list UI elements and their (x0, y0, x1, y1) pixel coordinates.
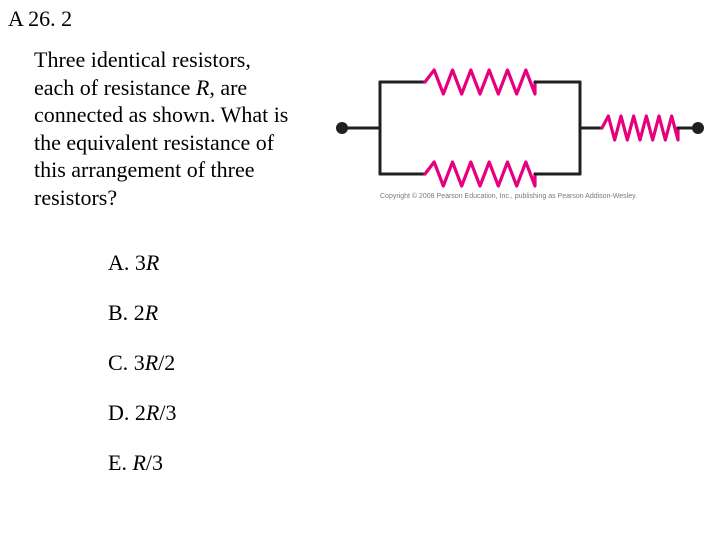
choice-b-r: R (145, 300, 158, 325)
choice-c-pre: 3 (134, 350, 145, 375)
choice-d-post: /3 (159, 400, 176, 425)
choice-d-r: R (146, 400, 159, 425)
choice-d: D. 2R/3 (108, 400, 176, 426)
choice-a-pre: 3 (135, 250, 146, 275)
choice-d-pre: 2 (135, 400, 146, 425)
choice-d-letter: D. (108, 400, 135, 425)
q-line-2a: each of resistance (34, 75, 196, 100)
choice-e-letter: E. (108, 450, 132, 475)
circuit-diagram: Copyright © 2008 Pearson Education, Inc.… (330, 46, 708, 236)
choice-e: E. R/3 (108, 450, 176, 476)
slide-id: A 26. 2 (8, 6, 72, 32)
choice-e-r: R (132, 450, 145, 475)
circuit-svg: Copyright © 2008 Pearson Education, Inc.… (330, 46, 708, 236)
choice-b-pre: 2 (134, 300, 145, 325)
answer-choices: A. 3R B. 2R C. 3R/2 D. 2R/3 E. R/3 (108, 250, 176, 500)
choice-c-r: R (145, 350, 158, 375)
q-R: R (196, 75, 209, 100)
q-line-5: this arrangement of three (34, 157, 255, 182)
choice-c-letter: C. (108, 350, 134, 375)
q-line-1: Three identical resistors, (34, 47, 251, 72)
choice-a-r: R (146, 250, 159, 275)
q-line-6: resistors? (34, 185, 117, 210)
choice-b-letter: B. (108, 300, 134, 325)
q-line-2b: , are (209, 75, 247, 100)
choice-c: C. 3R/2 (108, 350, 176, 376)
choice-a: A. 3R (108, 250, 176, 276)
question-text: Three identical resistors, each of resis… (34, 46, 324, 211)
choice-c-post: /2 (158, 350, 175, 375)
choice-e-post: /3 (146, 450, 163, 475)
q-line-4: the equivalent resistance of (34, 130, 274, 155)
choice-b: B. 2R (108, 300, 176, 326)
svg-text:Copyright © 2008 Pearson Educa: Copyright © 2008 Pearson Education, Inc.… (380, 192, 637, 200)
page: A 26. 2 Three identical resistors, each … (0, 0, 720, 540)
choice-a-letter: A. (108, 250, 135, 275)
q-line-3: connected as shown. What is (34, 102, 288, 127)
